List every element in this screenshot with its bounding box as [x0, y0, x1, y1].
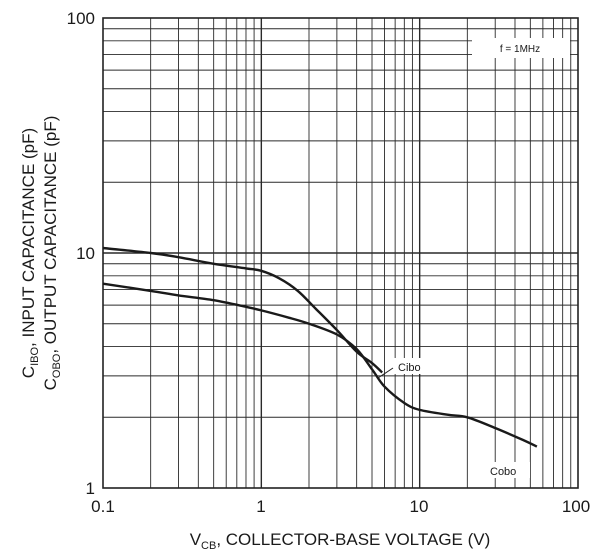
x-tick-label: 100	[562, 497, 590, 516]
series-label-cibo: Cibo	[398, 362, 421, 374]
series-label-cobo: Cobo	[490, 466, 516, 478]
series-layer	[102, 246, 538, 448]
x-axis-title: VCB, COLLECTOR-BASE VOLTAGE (V)	[190, 530, 491, 552]
y-tick-label: 1	[86, 479, 95, 498]
y-tick-label: 10	[76, 244, 95, 263]
x-tick-label: 0.1	[91, 497, 115, 516]
series-line-cibo	[102, 246, 384, 374]
cibo-leader-line	[377, 367, 394, 379]
x-tick-label: 10	[410, 497, 429, 516]
cobo-label-bg	[486, 462, 530, 478]
plot-frame	[102, 17, 579, 489]
frequency-note: f = 1MHz	[500, 44, 540, 55]
y-tick-label: 100	[67, 9, 95, 28]
cibo-label-bg	[393, 358, 437, 374]
series-line-cobo	[102, 282, 538, 448]
grid	[103, 18, 578, 488]
y-axis-title-output: COBO, OUTPUT CAPACITANCE (pF)	[41, 116, 63, 391]
y-axis-title-input: CIBO, INPUT CAPACITANCE (pF)	[19, 128, 41, 378]
annotation-box	[472, 38, 570, 58]
x-tick-label: 1	[256, 497, 265, 516]
